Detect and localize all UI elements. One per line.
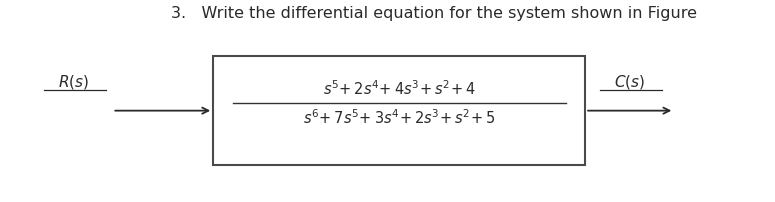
Bar bbox=[213, 57, 585, 166]
Text: $s^5\!+2s^4\!+4s^3\!+s^2\!+4$: $s^5\!+2s^4\!+4s^3\!+s^2\!+4$ bbox=[323, 79, 475, 98]
Text: $C(s)$: $C(s)$ bbox=[614, 73, 645, 91]
Text: $R(s)$: $R(s)$ bbox=[58, 73, 89, 91]
Text: 3.   Write the differential equation for the system shown in Figure: 3. Write the differential equation for t… bbox=[171, 6, 697, 21]
Text: $s^6\!+7s^5\!+3s^4\!+2s^3\!+s^2\!+5$: $s^6\!+7s^5\!+3s^4\!+2s^3\!+s^2\!+5$ bbox=[303, 108, 495, 127]
